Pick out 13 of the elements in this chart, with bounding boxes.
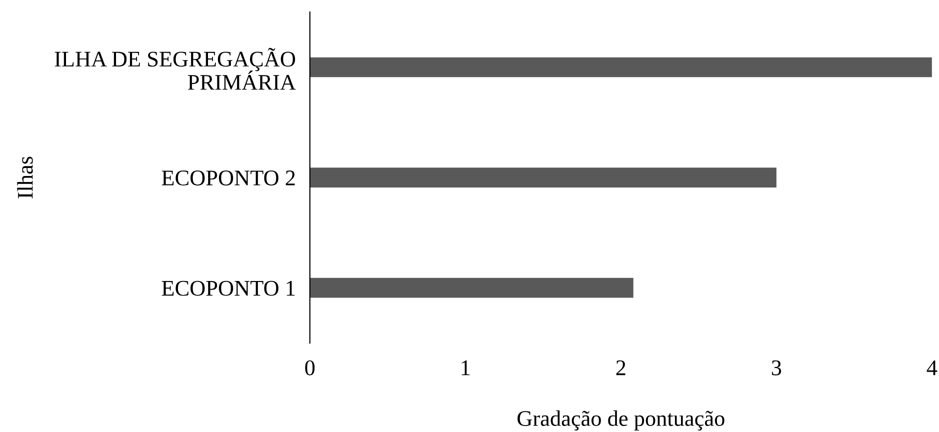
- x-tick-label: 1: [462, 360, 470, 376]
- bar: [310, 168, 776, 188]
- bar: [310, 278, 634, 298]
- x-tick-label: 4: [926, 360, 938, 376]
- x-axis-title: Gradação de pontuação: [518, 410, 724, 431]
- x-tick-label: 0: [305, 360, 315, 376]
- x-tick-label: 3: [772, 360, 782, 376]
- y-tick-label: ECOPONTO 2: [162, 170, 295, 186]
- y-axis-title: Ilhas: [17, 156, 33, 198]
- bar: [310, 57, 932, 78]
- y-tick-label: ECOPONTO 1: [162, 280, 295, 296]
- y-tick-label: ILHA DE SEGREGAÇÃO PRIMÁRIA: [54, 48, 296, 90]
- x-tick-label: 2: [616, 360, 626, 376]
